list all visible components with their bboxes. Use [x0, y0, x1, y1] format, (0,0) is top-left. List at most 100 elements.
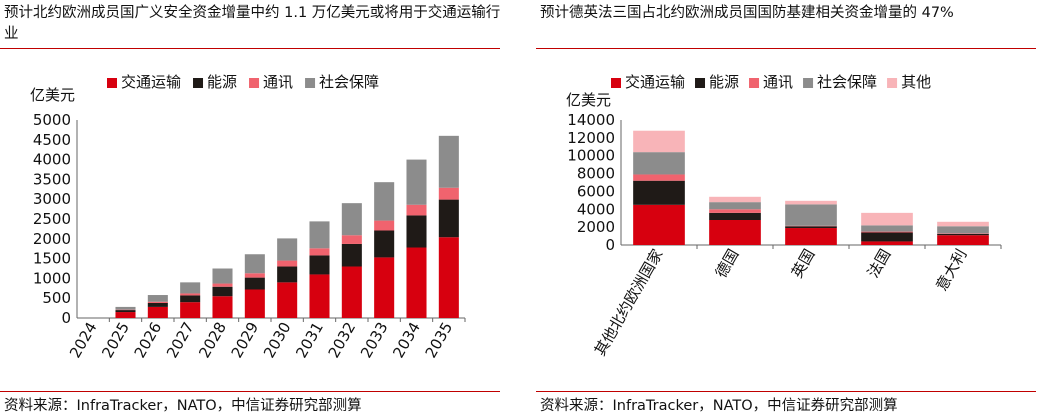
left-bar-2026-2	[147, 301, 168, 303]
left-bar-2035-2	[438, 187, 459, 200]
left-x-tick-label-6: 2030	[260, 319, 295, 361]
right-bar-英国-3	[785, 204, 837, 226]
left-y-tick-label-2: 1000	[33, 269, 71, 287]
left-bar-2034-1	[406, 215, 427, 248]
left-y-tick-label-6: 3000	[33, 190, 71, 208]
right-bar-法国-3	[861, 225, 913, 232]
left-bar-2025-3	[115, 306, 136, 310]
right-legend-label-3: 社会保障	[817, 73, 877, 91]
right-x-tick-label-4: 意大利	[932, 246, 970, 294]
right-y-tick-label-2: 4000	[577, 200, 615, 218]
left-bar-2035-3	[438, 135, 459, 188]
left-x-tick-label-8: 2032	[325, 319, 360, 361]
left-source-rule	[0, 391, 500, 392]
left-legend-swatch-0	[107, 78, 117, 88]
left-x-tick-label-2: 2026	[131, 319, 166, 361]
right-y-tick-label-0: 0	[605, 236, 615, 254]
right-bar-意大利-1	[937, 233, 989, 236]
right-legend-swatch-0	[611, 78, 621, 88]
right-legend-label-0: 交通运输	[625, 73, 685, 91]
right-source-note: 资料来源：InfraTracker，NATO，中信证券研究部测算	[540, 398, 898, 414]
left-stacked-bar-chart: 交通运输 能源 通讯 社会保障亿美元0500100015002000250030003…	[30, 73, 466, 361]
left-bar-2030-0	[277, 282, 298, 318]
left-x-tick-label-3: 2027	[163, 319, 198, 361]
right-chart-title: 预计德英法三国占北约欧洲成员国国防基建相关资金增量的 47%	[540, 5, 954, 21]
right-bar-德国-2	[709, 209, 761, 213]
right-bar-德国-4	[709, 196, 761, 203]
right-y-tick-label-6: 12000	[567, 129, 615, 147]
right-legend-swatch-1	[695, 78, 706, 88]
left-y-tick-label-4: 2000	[33, 230, 71, 248]
left-legend-swatch-1	[193, 78, 204, 88]
left-x-tick-label-5: 2029	[228, 319, 263, 361]
left-bar-2032-2	[341, 235, 362, 244]
left-bar-2028-2	[212, 283, 233, 287]
left-bar-2027-1	[180, 295, 201, 303]
left-y-tick-label-10: 5000	[33, 111, 71, 129]
left-bar-2031-2	[309, 248, 330, 256]
left-bar-2028-1	[212, 286, 233, 297]
left-bar-2028-0	[212, 296, 233, 318]
right-bar-意大利-0	[937, 235, 989, 245]
left-chart-panel: 预计北约欧洲成员国广义安全资金增量中约 1.1 万亿美元或将用于交通运输行业 交…	[0, 0, 505, 418]
left-bar-2025-1	[115, 310, 136, 313]
left-bar-2033-2	[374, 220, 395, 231]
left-legend-label-3: 社会保障	[319, 73, 379, 91]
left-x-tick-label-11: 2035	[422, 319, 457, 361]
right-legend-swatch-2	[749, 78, 760, 88]
right-bar-其他北约欧洲国家-3	[633, 152, 685, 175]
left-y-tick-label-1: 500	[42, 289, 71, 307]
right-bar-德国-3	[709, 202, 761, 210]
left-y-tick-label-0: 0	[61, 309, 71, 327]
right-bar-其他北约欧洲国家-1	[633, 180, 685, 205]
left-bar-2032-1	[341, 243, 362, 267]
left-bar-2034-2	[406, 204, 427, 216]
left-legend-label-1: 能源	[207, 73, 237, 91]
left-x-tick-label-4: 2028	[195, 319, 230, 361]
right-stacked-bar-chart: 交通运输 能源 通讯 社会保障 其他亿美元02000400060008000100001…	[566, 73, 1002, 359]
left-bar-2028-3	[212, 268, 233, 284]
left-bar-2033-3	[374, 182, 395, 221]
left-bar-2027-3	[180, 282, 201, 294]
left-bar-2032-3	[341, 203, 362, 236]
left-y-axis-title: 亿美元	[30, 86, 75, 104]
left-bar-2025-0	[115, 312, 136, 318]
right-bar-德国-0	[709, 220, 761, 245]
left-bar-2034-0	[406, 247, 427, 318]
right-y-tick-label-5: 10000	[567, 147, 615, 165]
left-bar-2031-1	[309, 255, 330, 275]
left-y-tick-label-8: 4000	[33, 151, 71, 169]
left-bar-2029-2	[244, 273, 265, 278]
left-bar-2030-3	[277, 238, 298, 261]
right-bar-英国-1	[785, 226, 837, 229]
left-legend-swatch-2	[249, 78, 260, 88]
right-y-tick-label-1: 2000	[577, 218, 615, 236]
right-x-tick-label-3: 法国	[864, 246, 895, 281]
left-y-tick-label-7: 3500	[33, 170, 71, 188]
left-bar-2030-1	[277, 266, 298, 283]
left-bar-2029-0	[244, 289, 265, 318]
right-bar-法国-2	[861, 231, 913, 233]
left-x-tick-label-0: 2024	[66, 319, 101, 361]
left-bar-2032-0	[341, 266, 362, 318]
right-legend-swatch-3	[803, 78, 814, 88]
right-x-tick-label-0: 其他北约欧洲国家	[591, 246, 667, 359]
left-bar-2035-1	[438, 199, 459, 238]
left-x-tick-label-9: 2033	[357, 319, 392, 361]
right-y-axis-title: 亿美元	[566, 91, 611, 109]
right-bar-德国-1	[709, 212, 761, 220]
left-source-note: 资料来源：InfraTracker，NATO，中信证券研究部测算	[4, 398, 362, 414]
left-bar-2035-0	[438, 237, 459, 318]
left-y-tick-label-9: 4500	[33, 131, 71, 149]
left-legend-label-0: 交通运输	[121, 73, 181, 91]
left-bar-2033-0	[374, 257, 395, 318]
right-legend-swatch-4	[887, 78, 898, 88]
left-bar-2026-0	[147, 306, 168, 318]
left-title-rule	[0, 48, 500, 49]
right-bar-其他北约欧洲国家-4	[633, 130, 685, 153]
left-x-tick-label-10: 2034	[389, 319, 424, 361]
left-bar-2031-0	[309, 274, 330, 318]
left-bar-2026-3	[147, 295, 168, 302]
left-bar-2034-3	[406, 159, 427, 205]
left-bar-2027-2	[180, 293, 201, 296]
